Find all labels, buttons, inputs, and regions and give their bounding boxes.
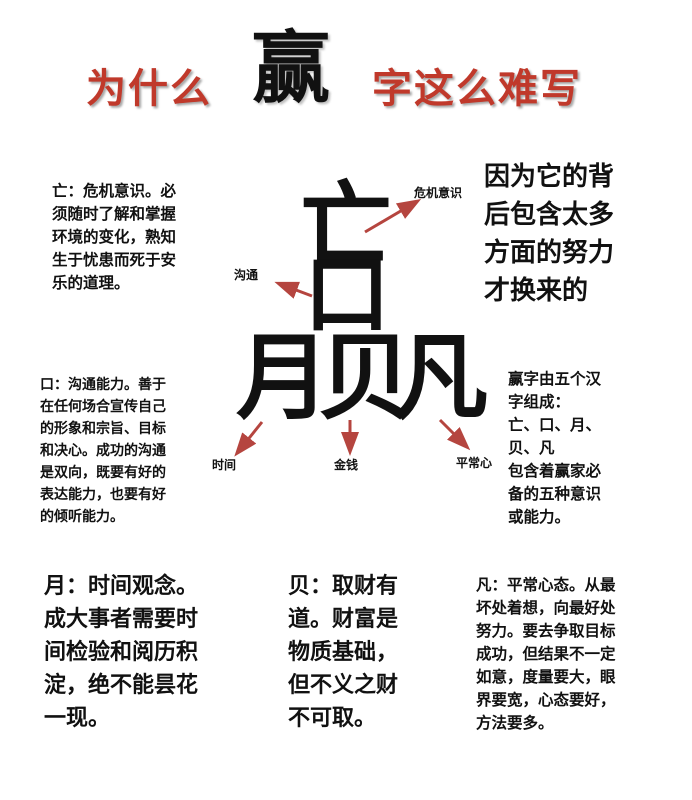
title-right: 字这么难写 xyxy=(372,66,582,112)
bei-paragraph: 贝：取财有 道。财富是 物质基础， 但不义之财 不可取。 xyxy=(288,574,399,731)
arrow-communicate xyxy=(274,281,313,299)
arrow-ordinary xyxy=(438,418,471,451)
label-time: 时间 xyxy=(212,458,237,472)
label-ordinary: 平常心 xyxy=(456,456,493,470)
title-left: 为什么 xyxy=(86,66,212,112)
title-big-character: 赢 xyxy=(252,24,331,114)
arrow-time xyxy=(234,421,264,457)
reason-paragraph: 因为它的背 后包含太多 方面的努力 才换来的 xyxy=(484,162,615,306)
glyph-fan: 凡 xyxy=(394,324,489,433)
glyph-kou: 口 xyxy=(304,245,390,345)
glyph-yue: 月 xyxy=(236,324,331,433)
wang-paragraph: 亡：危机意识。必 须随时了解和掌握 环境的变化，熟知 生于忧患而死于安 乐的道理… xyxy=(52,182,177,292)
arrow-danger xyxy=(364,198,422,234)
label-danger: 危机意识 xyxy=(414,186,463,200)
label-money: 金钱 xyxy=(334,458,359,472)
kou-paragraph: 口：沟通能力。善于 在任何场合宣传自己 的形象和宗旨、目标 和决心。成功的沟通 … xyxy=(40,377,166,525)
glyph-bei: 贝 xyxy=(318,324,413,433)
fan-paragraph: 凡：平常心态。从最 坏处着想，向最好处 努力。要去争取目标 成功，但结果不一定 … xyxy=(476,576,616,732)
label-communicate: 沟通 xyxy=(234,268,259,282)
yue-paragraph: 月：时间观念。 成大事者需要时 间检验和阅历积 淀，绝不能昙花 一现。 xyxy=(44,574,199,731)
composition-paragraph: 赢字由五个汉 字组成： 亡、口、月、 贝、凡 包含着赢家必 备的五种意识 或能力… xyxy=(508,370,602,526)
